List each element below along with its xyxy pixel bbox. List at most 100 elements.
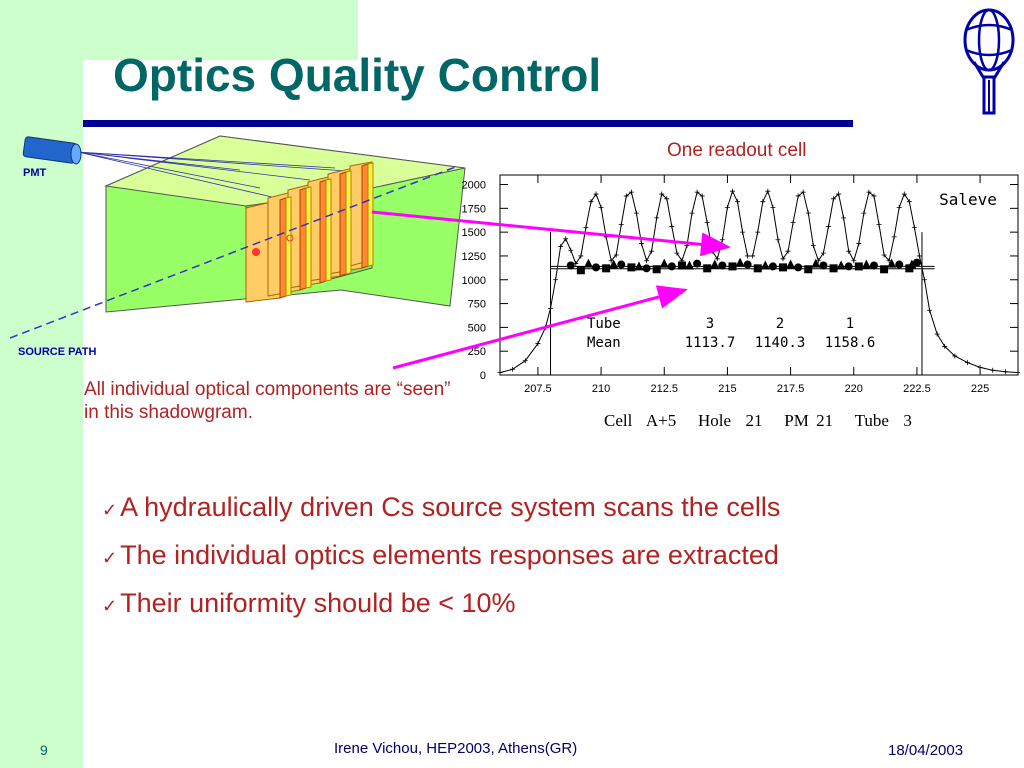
bullet-item: ✓ Their uniformity should be < 10%: [102, 588, 780, 636]
chart-caption: Cell A+5 Hole 21 PM 21 Tube 3: [604, 411, 912, 430]
signal-point: [644, 258, 650, 264]
page-number: 9: [40, 742, 48, 758]
tube-legend-row-label: Mean: [587, 335, 621, 351]
signal-point: [861, 210, 867, 216]
tube-2-point: [912, 258, 921, 267]
checkmark-icon: ✓: [102, 500, 118, 520]
header-decoration: [83, 0, 358, 60]
x-tick-label: 212.5: [650, 383, 678, 395]
tube-1-point: [786, 259, 796, 269]
tube-3-point: [627, 263, 636, 272]
scintillator-tiles: [245, 161, 374, 303]
signal-point: [881, 252, 887, 258]
signal-point: [871, 193, 877, 199]
tube-3-point: [854, 262, 863, 271]
page-title: Optics Quality Control: [113, 49, 602, 101]
tube-3-point: [804, 265, 813, 274]
signal-point: [836, 191, 842, 197]
atlas-logo: [963, 8, 1015, 115]
signal-point: [724, 204, 730, 210]
signal-point: [927, 307, 933, 313]
bullet-item: ✓ The individual optics elements response…: [102, 540, 780, 588]
tilecal-cell-diagram: PMT SOURCE PATH: [10, 135, 466, 358]
tube-3-point: [829, 264, 838, 273]
tube-2-point: [592, 263, 601, 272]
signal-point: [820, 250, 826, 256]
y-tick-label: 250: [468, 346, 486, 358]
signal-point: [623, 193, 629, 199]
signal-point: [825, 223, 831, 229]
signal-point: [866, 189, 872, 195]
signal-point: [906, 199, 912, 205]
signal-point: [755, 229, 761, 235]
y-tick-label: 1750: [462, 203, 486, 215]
bullet-text: The individual optics elements responses…: [120, 540, 779, 570]
y-tick-label: 2000: [462, 180, 486, 192]
signal-point: [805, 210, 811, 216]
tube-2-point: [693, 259, 702, 268]
signal-point: [694, 189, 700, 195]
tube-1-point: [836, 260, 846, 270]
sidebar-decoration: [0, 0, 83, 768]
tube-1-point: [907, 259, 917, 269]
signal-point: [922, 277, 928, 283]
tube-3-point: [703, 264, 712, 273]
bullet-text: Their uniformity should be < 10%: [120, 588, 516, 618]
bullet-text: A hydraulically driven Cs source system …: [120, 492, 781, 522]
signal-point: [765, 188, 771, 194]
tube-2-point: [768, 262, 777, 271]
signal-point: [760, 199, 766, 205]
signal-point: [810, 242, 816, 248]
signal-point: [593, 191, 599, 197]
tube-1-point: [634, 261, 644, 271]
tube-legend-tube-number: 1: [846, 316, 854, 332]
footer-author: Irene Vichou, HEP2003, Athens(GR): [334, 740, 578, 757]
tube-1-point: [735, 257, 745, 267]
tube-1-point: [710, 259, 720, 269]
signal-point: [553, 277, 559, 283]
tube-2-point: [743, 260, 752, 269]
y-tick-label: 500: [468, 322, 486, 334]
tube-3-point: [677, 261, 686, 270]
signal-point: [1002, 369, 1008, 375]
footer-date: 18/04/2003: [888, 742, 964, 759]
tube-1-point: [811, 258, 821, 268]
components-caption: All individual optical components are “s…: [84, 379, 451, 423]
y-tick-label: 0: [480, 370, 486, 382]
tube-2-point: [895, 260, 904, 269]
signal-point: [964, 360, 970, 366]
tube-2-point: [718, 261, 727, 270]
signal-point: [588, 199, 594, 205]
signal-point: [831, 196, 837, 202]
signal-point: [846, 248, 852, 254]
signal-point: [568, 247, 574, 253]
tube-1-point: [861, 259, 871, 269]
signal-point: [745, 253, 751, 259]
signal-point: [780, 256, 786, 262]
tube-2-point: [566, 261, 575, 270]
tube-3-point: [779, 263, 788, 272]
tube-1-point: [583, 258, 593, 268]
signal-point: [785, 248, 791, 254]
source-path-label: SOURCE PATH: [18, 346, 96, 358]
signal-point: [1015, 370, 1020, 376]
signal-point: [841, 215, 847, 221]
signal-point: [977, 364, 983, 370]
signal-point: [497, 370, 503, 376]
title-underline: [83, 120, 853, 127]
signal-point: [659, 191, 665, 197]
tube-2-point: [819, 261, 828, 270]
tube-3-point: [728, 262, 737, 271]
x-tick-label: 210: [592, 383, 610, 395]
tube-2-point: [617, 260, 626, 269]
signal-point: [750, 253, 756, 259]
signal-point: [800, 189, 806, 195]
signal-point: [608, 258, 614, 264]
signal-point: [649, 248, 655, 254]
tube-2-point: [869, 261, 878, 270]
tube-3-point: [880, 265, 889, 274]
signal-point: [740, 229, 746, 235]
tube-legend-header: Tube: [587, 316, 621, 332]
signal-point: [942, 343, 948, 349]
